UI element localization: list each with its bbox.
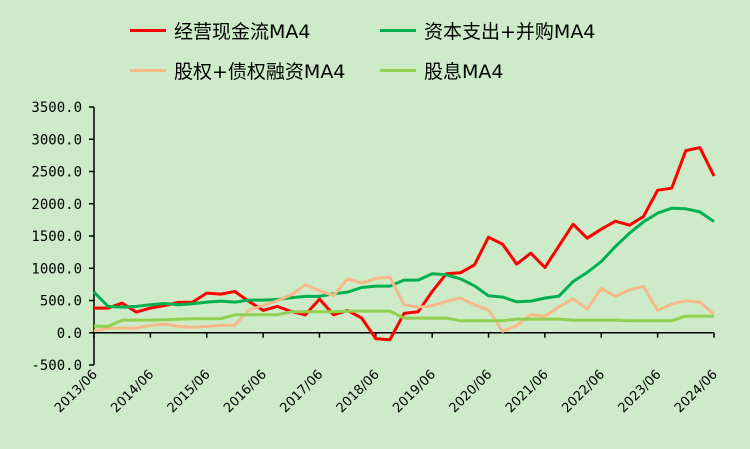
legend-label: 经营现金流MA4 <box>174 21 311 43</box>
x-tick-label: 2014/06 <box>108 367 157 416</box>
x-tick-label: 2019/06 <box>390 367 439 416</box>
y-tick-label: 2500.0 <box>31 165 82 181</box>
legend-item-operating-cash-flow: 经营现金流MA4 <box>130 17 310 44</box>
y-tick-label: -500.0 <box>31 358 82 374</box>
legend-swatch <box>130 69 166 72</box>
series-line-3 <box>93 309 714 328</box>
legend-swatch <box>380 69 416 72</box>
legend-item-equity-debt-financing: 股权+债权融资MA4 <box>130 57 345 84</box>
x-tick-label: 2018/06 <box>334 367 383 416</box>
series-line-0 <box>94 146 716 342</box>
legend-label: 股息MA4 <box>424 61 504 83</box>
x-tick-label: 2020/06 <box>447 367 496 416</box>
x-tick-label: 2023/06 <box>616 367 665 416</box>
y-tick-label: 3500.0 <box>31 100 82 116</box>
legend-label: 股权+债权融资MA4 <box>174 61 346 83</box>
legend-swatch <box>130 29 166 32</box>
x-tick-label: 2017/06 <box>277 367 326 416</box>
legend-item-dividend: 股息MA4 <box>380 57 503 84</box>
y-tick-label: 1500.0 <box>31 229 82 245</box>
legend-label: 资本支出+并购MA4 <box>424 21 596 43</box>
x-tick-label: 2024/06 <box>672 367 721 416</box>
series-line-2 <box>93 275 715 333</box>
series-line-1 <box>92 206 715 309</box>
y-tick-label: 500.0 <box>40 294 82 310</box>
x-tick-label: 2022/06 <box>559 367 608 416</box>
y-tick-label: 0.0 <box>57 326 82 342</box>
legend-item-capex-mna: 资本支出+并购MA4 <box>380 17 595 44</box>
x-tick-label: 2016/06 <box>221 367 270 416</box>
y-tick-label: 1000.0 <box>31 261 82 277</box>
x-tick-label: 2021/06 <box>503 367 552 416</box>
x-tick-label: 2013/06 <box>52 367 101 416</box>
x-tick-label: 2015/06 <box>165 367 214 416</box>
y-tick-label: 2000.0 <box>31 197 82 213</box>
legend-swatch <box>380 29 416 32</box>
y-tick-label: 3000.0 <box>31 132 82 148</box>
